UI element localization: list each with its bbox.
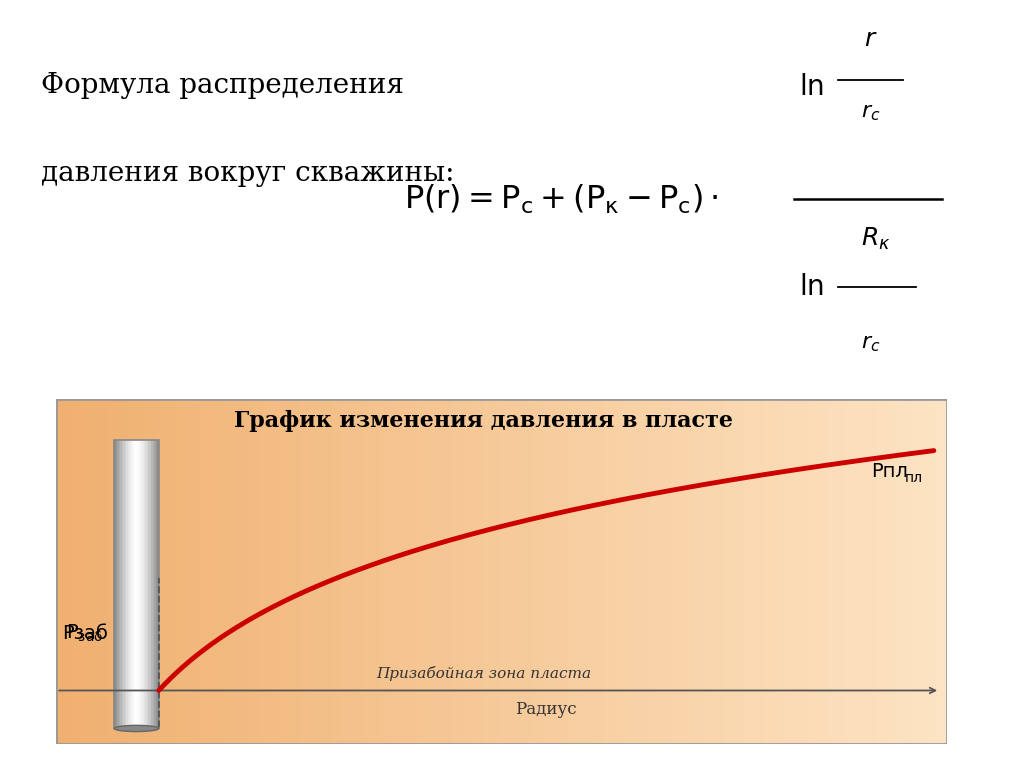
Text: Призабойная зона пласта: Призабойная зона пласта bbox=[377, 666, 592, 681]
Text: Pпл: Pпл bbox=[871, 462, 908, 481]
Bar bbox=[129, 440, 131, 729]
Text: $R_{\kappa}$: $R_{\kappa}$ bbox=[861, 226, 890, 252]
Bar bbox=[139, 440, 141, 729]
Bar bbox=[119, 440, 121, 729]
Text: $\mathrm{ln}$: $\mathrm{ln}$ bbox=[800, 74, 824, 101]
Bar bbox=[123, 440, 125, 729]
Text: График изменения давления в пласте: График изменения давления в пласте bbox=[234, 410, 733, 433]
Bar bbox=[152, 440, 154, 729]
Text: $\mathrm{ln}$: $\mathrm{ln}$ bbox=[800, 274, 824, 301]
Bar bbox=[135, 440, 137, 729]
Bar bbox=[115, 440, 159, 729]
Text: $\mathrm{P(r)} = \mathrm{P_c} + (\mathrm{P_{\kappa}} - \mathrm{P_c})\cdot$: $\mathrm{P(r)} = \mathrm{P_c} + (\mathrm… bbox=[404, 183, 719, 216]
Bar bbox=[125, 440, 127, 729]
Bar bbox=[150, 440, 152, 729]
Bar bbox=[156, 440, 158, 729]
Text: Формула распределения: Формула распределения bbox=[41, 72, 403, 99]
Bar bbox=[120, 440, 122, 729]
Bar bbox=[128, 440, 129, 729]
Bar bbox=[136, 440, 138, 729]
Text: $r$: $r$ bbox=[863, 28, 878, 51]
Bar bbox=[132, 440, 134, 729]
Bar bbox=[146, 440, 148, 729]
Ellipse shape bbox=[115, 726, 159, 732]
Bar bbox=[117, 440, 119, 729]
Bar bbox=[142, 440, 144, 729]
Text: $r_c$: $r_c$ bbox=[860, 100, 881, 123]
Bar bbox=[144, 440, 145, 729]
Bar bbox=[131, 440, 132, 729]
Bar bbox=[153, 440, 155, 729]
Text: $\mathsf{P}_{\mathsf{за\delta}}$: $\mathsf{P}_{\mathsf{за\delta}}$ bbox=[67, 623, 103, 644]
Bar bbox=[133, 440, 135, 729]
Bar bbox=[141, 440, 143, 729]
Text: Pзаб: Pзаб bbox=[61, 624, 108, 643]
Bar bbox=[158, 440, 159, 729]
Bar bbox=[116, 440, 118, 729]
Text: Радиус: Радиус bbox=[515, 701, 578, 718]
Bar bbox=[122, 440, 124, 729]
Bar bbox=[115, 440, 116, 729]
Text: пл: пл bbox=[904, 470, 923, 485]
Bar bbox=[126, 440, 128, 729]
Bar bbox=[155, 440, 157, 729]
Bar bbox=[148, 440, 151, 729]
Text: $r_c$: $r_c$ bbox=[860, 332, 881, 354]
Text: давления вокруг скважины:: давления вокруг скважины: bbox=[41, 160, 455, 186]
Bar bbox=[145, 440, 147, 729]
Bar bbox=[138, 440, 140, 729]
